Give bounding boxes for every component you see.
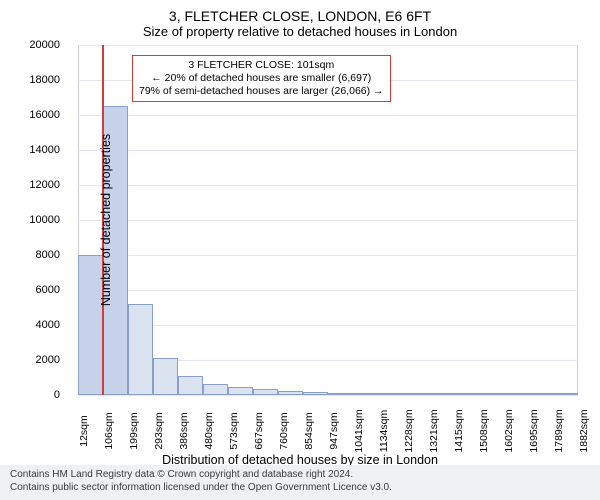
x-tick-label: 1415sqm: [453, 409, 465, 452]
chart-subtitle: Size of property relative to detached ho…: [14, 24, 586, 39]
histogram-bar: [128, 304, 153, 395]
x-tick-label: 1695sqm: [528, 409, 540, 452]
histogram-bar: [403, 393, 428, 395]
footer-line-2: Contains public sector information licen…: [10, 482, 590, 495]
gridline: [78, 115, 578, 116]
x-tick-label: 667sqm: [253, 412, 265, 449]
gridline: [78, 290, 578, 291]
annotation-line-2: ← 20% of detached houses are smaller (6,…: [139, 72, 384, 85]
gridline: [78, 395, 578, 396]
histogram-bar: [253, 389, 278, 395]
gridline: [78, 45, 578, 46]
x-tick-label: 199sqm: [128, 412, 140, 449]
histogram-bar: [203, 384, 228, 395]
y-tick-label: 10000: [29, 214, 60, 226]
footer-line-1: Contains HM Land Registry data © Crown c…: [10, 469, 590, 482]
gridline: [78, 325, 578, 326]
x-tick-label: 293sqm: [153, 412, 165, 449]
y-tick-label: 16000: [29, 109, 60, 121]
x-tick-label: 854sqm: [303, 412, 315, 449]
attribution-footer: Contains HM Land Registry data © Crown c…: [0, 465, 600, 500]
histogram-bar: [328, 393, 353, 395]
chart-plot-area: 3 FLETCHER CLOSE: 101sqm ← 20% of detach…: [78, 45, 578, 395]
x-tick-label: 1041sqm: [353, 409, 365, 452]
histogram-bar: [553, 393, 578, 395]
histogram-bar: [528, 393, 553, 395]
x-tick-label: 386sqm: [178, 412, 190, 449]
y-tick-label: 20000: [29, 39, 60, 51]
annotation-line-1: 3 FLETCHER CLOSE: 101sqm: [139, 59, 384, 72]
histogram-bar: [378, 393, 403, 395]
y-tick-label: 2000: [36, 354, 60, 366]
x-tick-label: 1508sqm: [478, 409, 490, 452]
histogram-bar: [503, 393, 528, 395]
annotation-box: 3 FLETCHER CLOSE: 101sqm ← 20% of detach…: [132, 55, 391, 102]
gridline: [78, 255, 578, 256]
gridline: [78, 220, 578, 221]
y-axis-label: Number of detached properties: [99, 134, 113, 306]
histogram-bar: [303, 392, 328, 395]
histogram-bar: [178, 376, 203, 395]
x-tick-label: 1882sqm: [578, 409, 590, 452]
x-tick-label: 1602sqm: [503, 409, 515, 452]
x-tick-label: 1321sqm: [428, 409, 440, 452]
y-tick-label: 14000: [29, 144, 60, 156]
x-tick-label: 12sqm: [78, 415, 90, 447]
x-tick-label: 1134sqm: [378, 410, 390, 452]
y-tick-label: 12000: [29, 179, 60, 191]
histogram-bar: [453, 393, 478, 395]
histogram-bar: [428, 393, 453, 395]
gridline: [78, 150, 578, 151]
property-size-chart: 3, FLETCHER CLOSE, LONDON, E6 6FT Size o…: [0, 0, 600, 500]
x-tick-label: 947sqm: [328, 412, 340, 449]
x-tick-label: 106sqm: [103, 412, 115, 449]
y-tick-label: 4000: [36, 319, 60, 331]
x-tick-label: 1789sqm: [553, 409, 565, 452]
x-tick-label: 480sqm: [203, 412, 215, 449]
gridline: [78, 185, 578, 186]
y-tick-label: 6000: [36, 284, 60, 296]
y-tick-label: 8000: [36, 249, 60, 261]
chart-title: 3, FLETCHER CLOSE, LONDON, E6 6FT: [14, 8, 586, 24]
histogram-bar: [278, 391, 303, 395]
histogram-bar: [353, 393, 378, 395]
histogram-bar: [228, 387, 253, 395]
histogram-bar: [478, 393, 503, 395]
x-tick-label: 760sqm: [278, 412, 290, 449]
histogram-bar: [153, 358, 178, 395]
x-tick-label: 1228sqm: [403, 409, 415, 452]
annotation-line-3: 79% of semi-detached houses are larger (…: [139, 85, 384, 98]
x-tick-label: 573sqm: [228, 412, 240, 449]
y-tick-label: 18000: [29, 74, 60, 86]
y-tick-label: 0: [54, 389, 60, 401]
